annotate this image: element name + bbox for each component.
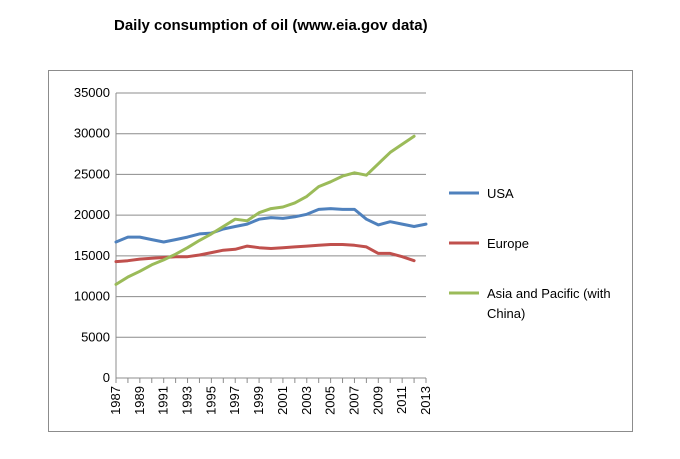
legend-label: Asia and Pacific (with China)	[487, 286, 611, 321]
legend-label: USA	[487, 186, 514, 201]
x-tick-label: 2011	[394, 386, 409, 414]
y-tick-label: 10000	[74, 289, 110, 304]
y-tick-label: 35000	[74, 85, 110, 100]
x-tick-label: 2001	[275, 386, 290, 415]
y-tick-label: 15000	[74, 248, 110, 263]
x-tick-label: 1997	[227, 386, 242, 415]
series-line-asia	[114, 134, 416, 286]
x-tick-label: 1995	[203, 386, 218, 415]
chart-title: Daily consumption of oil (www.eia.gov da…	[114, 17, 428, 34]
x-tick-label: 1989	[132, 386, 147, 415]
y-tick-label: 25000	[74, 166, 110, 181]
x-tick-label: 2013	[418, 386, 433, 415]
x-tick-label: 1987	[108, 386, 123, 415]
y-tick-label: 30000	[74, 126, 110, 141]
series-lines	[114, 134, 428, 286]
legend-label: Europe	[487, 236, 529, 251]
line-chart: 0 5000 10000 15000 20000 25000 30000 35000 1987 1…	[74, 85, 611, 415]
x-tick-label: 2005	[323, 386, 338, 415]
x-tick-label: 1991	[156, 386, 171, 415]
x-tick-label: 1993	[180, 386, 195, 415]
series-line-europe	[114, 243, 416, 264]
y-tick-label: 0	[103, 370, 110, 385]
axes: 0 5000 10000 15000 20000 25000 30000 35000 1987 1…	[74, 85, 433, 415]
chart-area: 0 5000 10000 15000 20000 25000 30000 35000 1987 1…	[48, 70, 633, 432]
series-line-usa	[114, 207, 428, 244]
legend: USA Europe Asia and Pacific (with China)	[449, 186, 611, 321]
x-tick-label: 2009	[370, 386, 385, 415]
y-tick-label: 20000	[74, 207, 110, 222]
y-tick-label: 5000	[81, 329, 110, 344]
x-tick-label: 1999	[251, 386, 266, 415]
x-tick-label: 2003	[299, 386, 314, 415]
x-tick-label: 2007	[346, 386, 361, 415]
gridlines	[116, 92, 426, 338]
